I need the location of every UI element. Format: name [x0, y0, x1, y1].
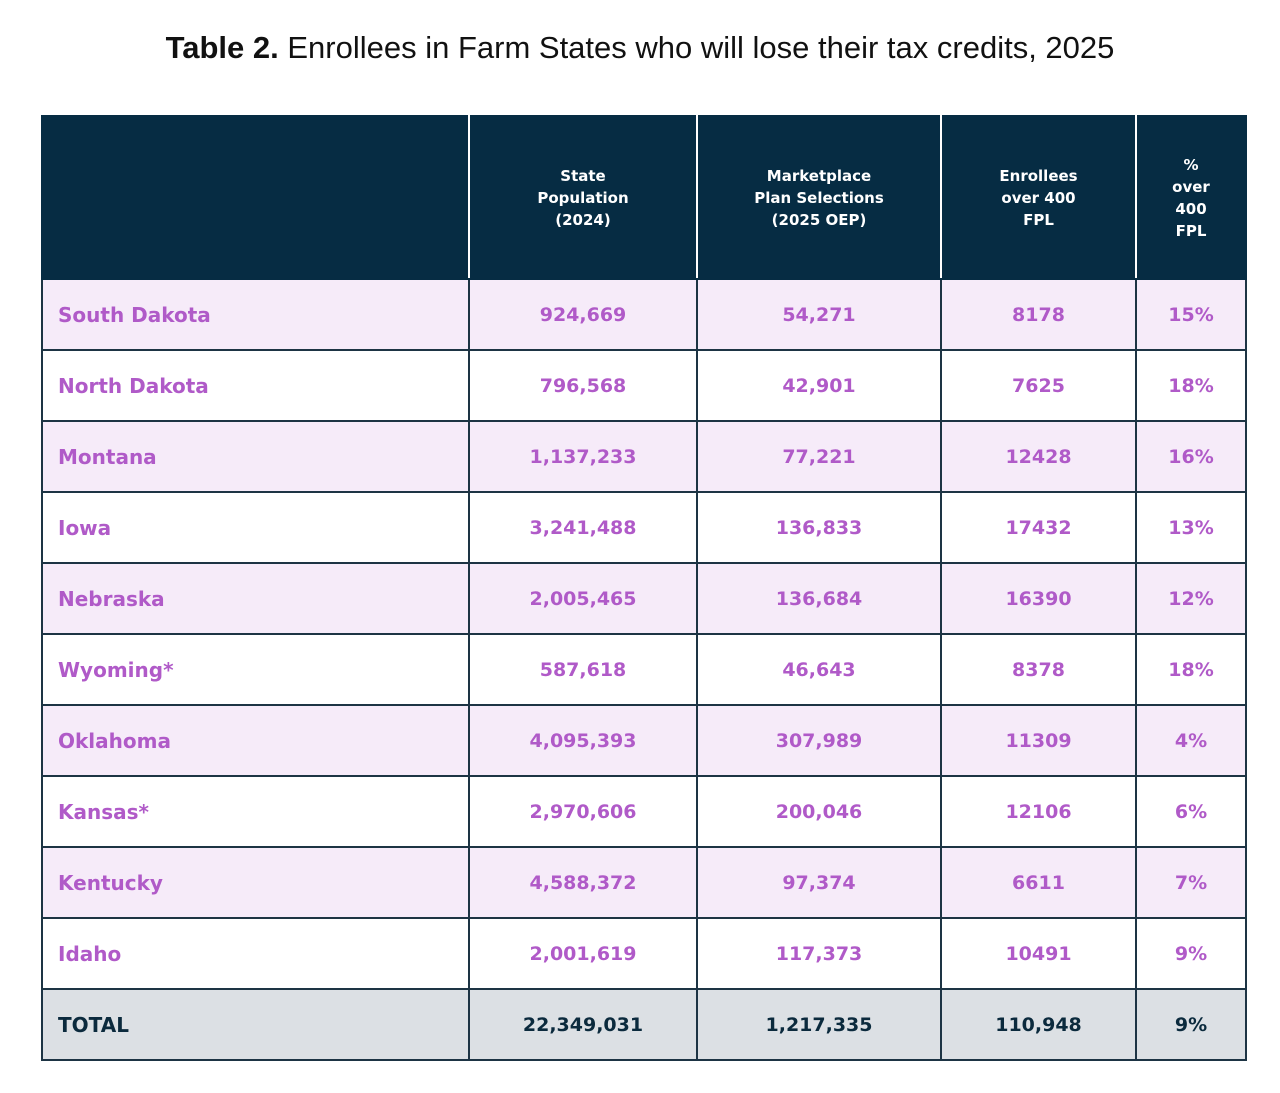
header-cell: % over 400 FPL — [1135, 115, 1247, 280]
cell: 1,137,233 — [468, 420, 698, 493]
cell: 3,241,488 — [468, 491, 698, 564]
table-row: Wyoming* 587,618 46,643 8378 18% — [41, 633, 1247, 706]
total-cell: 1,217,335 — [696, 988, 942, 1061]
title-text: Enrollees in Farm States who will lose t… — [287, 30, 1115, 65]
total-row: TOTAL 22,349,031 1,217,335 110,948 9% — [41, 988, 1247, 1061]
cell: 12% — [1135, 562, 1247, 635]
state-name: Kansas* — [41, 775, 470, 848]
cell: 6% — [1135, 775, 1247, 848]
cell: 13% — [1135, 491, 1247, 564]
cell: 11309 — [940, 704, 1137, 777]
cell: 16% — [1135, 420, 1247, 493]
cell: 587,618 — [468, 633, 698, 706]
cell: 136,684 — [696, 562, 942, 635]
title-label: Table 2. — [165, 30, 279, 65]
state-name: Idaho — [41, 917, 470, 990]
cell: 117,373 — [696, 917, 942, 990]
state-name: Nebraska — [41, 562, 470, 635]
header-line: FPL — [1023, 210, 1054, 229]
cell: 97,374 — [696, 846, 942, 919]
header-row: State Population (2024) Marketplace Plan Sel… — [41, 115, 1247, 280]
header-line: over — [1172, 177, 1210, 196]
cell: 8178 — [940, 278, 1137, 351]
total-label: TOTAL — [41, 988, 470, 1061]
cell: 924,669 — [468, 278, 698, 351]
cell: 42,901 — [696, 349, 942, 422]
header-line: Marketplace — [766, 166, 872, 185]
cell: 6611 — [940, 846, 1137, 919]
cell: 307,989 — [696, 704, 942, 777]
title: Table 2. Enrollees in Farm States who wi… — [0, 30, 1280, 66]
header-line: State — [560, 166, 606, 185]
cell: 4% — [1135, 704, 1247, 777]
table-row: Nebraska 2,005,465 136,684 16390 12% — [41, 562, 1247, 635]
table-row: Kentucky 4,588,372 97,374 6611 7% — [41, 846, 1247, 919]
cell: 7% — [1135, 846, 1247, 919]
table-body: State Population (2024) Marketplace Plan Sel… — [41, 115, 1247, 1061]
state-name: Montana — [41, 420, 470, 493]
cell: 15% — [1135, 278, 1247, 351]
total-cell: 22,349,031 — [468, 988, 698, 1061]
table-row: South Dakota 924,669 54,271 8178 15% — [41, 278, 1247, 351]
cell: 18% — [1135, 349, 1247, 422]
cell: 7625 — [940, 349, 1137, 422]
header-cell: State Population (2024) — [468, 115, 698, 280]
header-line: FPL — [1175, 221, 1207, 240]
header-line: Population — [537, 188, 629, 207]
cell: 2,005,465 — [468, 562, 698, 635]
cell: 16390 — [940, 562, 1137, 635]
header-line: 400 — [1175, 199, 1207, 218]
cell: 4,588,372 — [468, 846, 698, 919]
cell: 12106 — [940, 775, 1137, 848]
state-name: Kentucky — [41, 846, 470, 919]
state-name: South Dakota — [41, 278, 470, 351]
header-line: over 400 — [1001, 188, 1076, 207]
table-row: Oklahoma 4,095,393 307,989 11309 4% — [41, 704, 1247, 777]
header-line: Plan Selections — [754, 188, 884, 207]
data-table: State Population (2024) Marketplace Plan Sel… — [41, 115, 1247, 1061]
state-name: Iowa — [41, 491, 470, 564]
cell: 8378 — [940, 633, 1137, 706]
state-name: North Dakota — [41, 349, 470, 422]
cell: 2,970,606 — [468, 775, 698, 848]
state-name: Oklahoma — [41, 704, 470, 777]
header-cell: Marketplace Plan Selections (2025 OEP) — [696, 115, 942, 280]
header-line: Enrollees — [999, 166, 1078, 185]
header-cell — [41, 115, 470, 280]
cell: 10491 — [940, 917, 1137, 990]
cell: 12428 — [940, 420, 1137, 493]
cell: 77,221 — [696, 420, 942, 493]
total-cell: 9% — [1135, 988, 1247, 1061]
cell: 200,046 — [696, 775, 942, 848]
table-row: Montana 1,137,233 77,221 12428 16% — [41, 420, 1247, 493]
header-line: (2024) — [555, 210, 611, 229]
total-cell: 110,948 — [940, 988, 1137, 1061]
cell: 4,095,393 — [468, 704, 698, 777]
cell: 17432 — [940, 491, 1137, 564]
header-cell: Enrollees over 400 FPL — [940, 115, 1137, 280]
table-row: North Dakota 796,568 42,901 7625 18% — [41, 349, 1247, 422]
cell: 796,568 — [468, 349, 698, 422]
cell: 46,643 — [696, 633, 942, 706]
cell: 18% — [1135, 633, 1247, 706]
cell: 54,271 — [696, 278, 942, 351]
header-line: % — [1183, 155, 1199, 174]
cell: 9% — [1135, 917, 1247, 990]
header-line: (2025 OEP) — [771, 210, 867, 229]
cell: 136,833 — [696, 491, 942, 564]
cell: 2,001,619 — [468, 917, 698, 990]
table-row: Iowa 3,241,488 136,833 17432 13% — [41, 491, 1247, 564]
state-name: Wyoming* — [41, 633, 470, 706]
table-row: Idaho 2,001,619 117,373 10491 9% — [41, 917, 1247, 990]
table-row: Kansas* 2,970,606 200,046 12106 6% — [41, 775, 1247, 848]
